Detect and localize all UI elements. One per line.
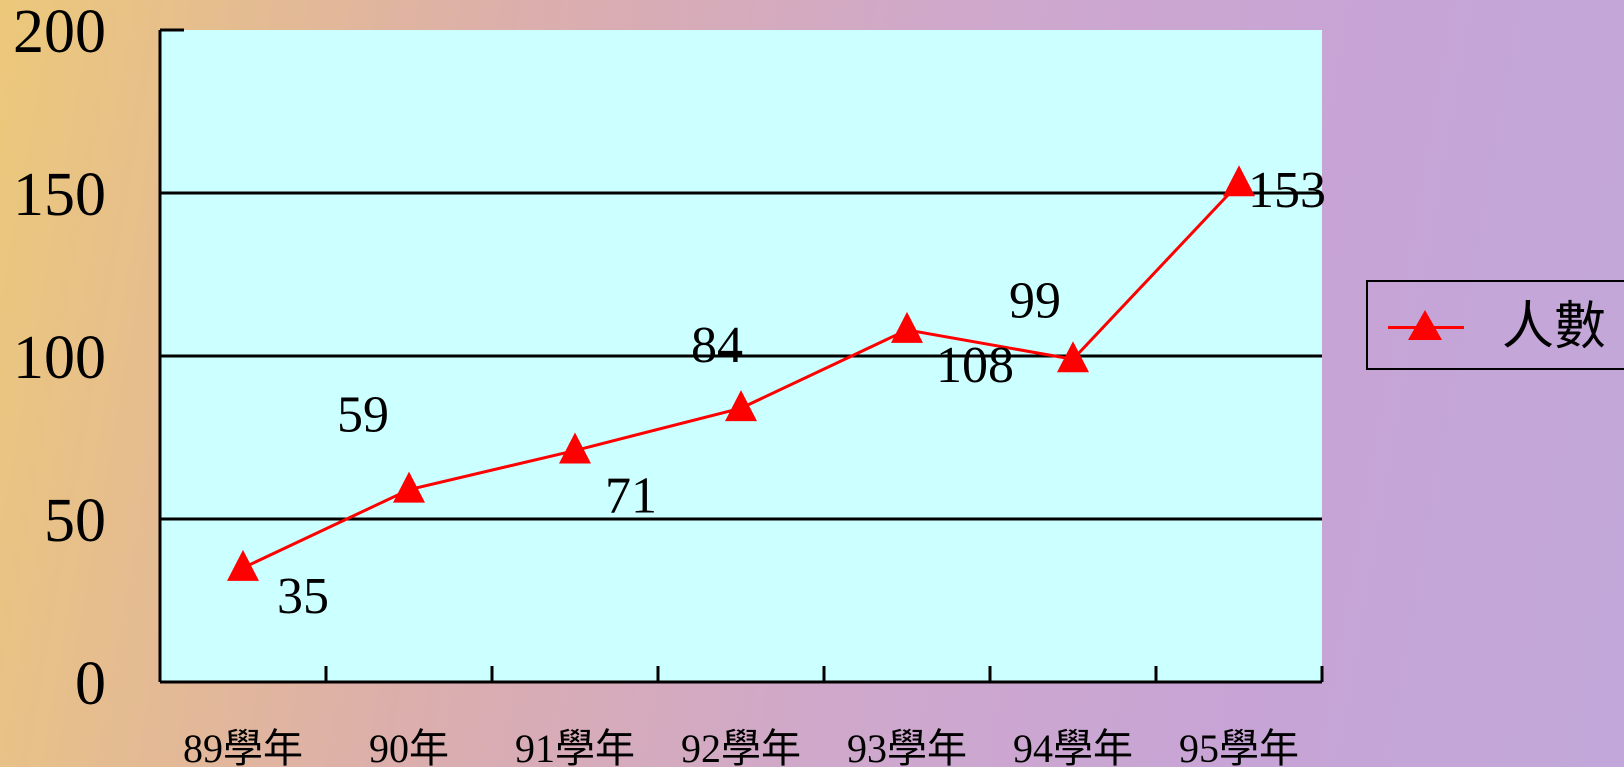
y-tick-label: 200	[13, 0, 106, 66]
x-tick-label: 94學年	[1013, 726, 1133, 767]
data-label: 71	[605, 468, 657, 525]
legend-label: 人數	[1502, 297, 1607, 357]
legend: 人數	[1366, 280, 1624, 370]
data-point-triangle-marker	[1057, 341, 1089, 373]
data-point-triangle-marker	[725, 390, 757, 422]
x-tick-label: 90年	[369, 726, 449, 767]
x-tick-label: 92學年	[681, 726, 801, 767]
data-label: 108	[936, 337, 1014, 394]
x-tick-label: 93學年	[847, 726, 967, 767]
legend-triangle-marker-icon	[1408, 310, 1442, 340]
data-point-triangle-marker	[1223, 165, 1255, 197]
data-label: 99	[1009, 272, 1061, 329]
data-point-triangle-marker	[227, 549, 259, 581]
data-label: 59	[337, 387, 389, 444]
data-label: 153	[1248, 162, 1326, 219]
x-tick-label: 89學年	[183, 726, 303, 767]
y-tick-label: 100	[13, 324, 106, 392]
y-tick-label: 150	[13, 161, 106, 229]
y-tick-label: 50	[44, 487, 106, 555]
data-label: 84	[691, 317, 743, 374]
x-tick-label: 95學年	[1179, 726, 1299, 767]
data-point-triangle-marker	[393, 471, 425, 503]
y-tick-label: 0	[75, 650, 106, 718]
data-point-triangle-marker	[559, 432, 591, 464]
data-point-triangle-marker	[891, 311, 923, 343]
x-tick-label: 91學年	[515, 726, 635, 767]
data-label: 35	[277, 568, 329, 625]
